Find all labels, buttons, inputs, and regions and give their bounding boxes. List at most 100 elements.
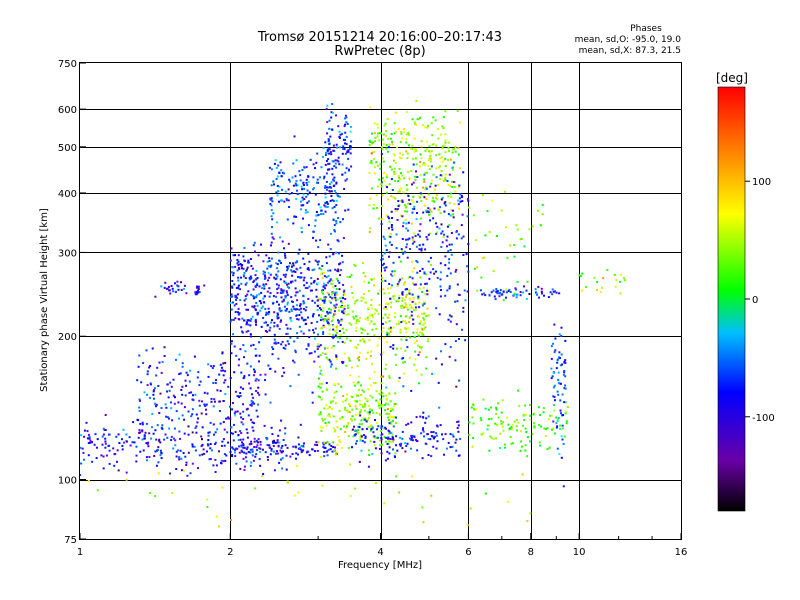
data-point bbox=[389, 235, 392, 238]
data-point bbox=[426, 126, 429, 129]
data-point bbox=[421, 333, 424, 336]
data-point bbox=[382, 327, 385, 329]
data-point bbox=[441, 147, 444, 150]
data-point bbox=[338, 439, 341, 442]
data-point bbox=[431, 372, 434, 375]
data-point bbox=[171, 419, 174, 422]
data-point bbox=[144, 431, 147, 434]
data-point bbox=[343, 425, 345, 428]
data-point bbox=[321, 309, 324, 312]
data-point bbox=[83, 435, 86, 438]
data-point bbox=[419, 161, 422, 164]
data-point bbox=[384, 306, 387, 308]
data-point bbox=[283, 371, 286, 374]
data-point bbox=[409, 298, 412, 301]
data-point bbox=[394, 452, 397, 455]
data-point bbox=[420, 432, 423, 435]
data-point bbox=[237, 433, 240, 436]
data-point bbox=[272, 450, 275, 453]
data-point bbox=[384, 409, 387, 412]
data-point bbox=[413, 150, 416, 153]
data-point bbox=[393, 122, 396, 125]
data-point bbox=[359, 414, 362, 417]
data-point bbox=[515, 425, 518, 428]
data-point bbox=[142, 449, 145, 452]
data-point bbox=[447, 195, 450, 198]
data-point bbox=[415, 245, 418, 248]
data-point bbox=[342, 400, 344, 403]
data-point bbox=[406, 306, 409, 309]
data-point bbox=[411, 199, 414, 202]
data-point bbox=[317, 355, 320, 358]
data-point bbox=[302, 300, 305, 303]
data-point bbox=[444, 204, 447, 207]
data-point bbox=[550, 367, 553, 370]
data-point bbox=[149, 382, 152, 385]
data-point bbox=[383, 336, 386, 339]
data-point bbox=[281, 240, 284, 243]
data-point bbox=[117, 469, 120, 472]
data-point bbox=[230, 308, 233, 311]
data-point bbox=[328, 443, 331, 446]
x-tick-label: 2 bbox=[227, 547, 233, 558]
data-point bbox=[320, 166, 323, 169]
data-point bbox=[345, 426, 348, 429]
data-point bbox=[340, 320, 343, 323]
data-point bbox=[143, 391, 146, 394]
data-point bbox=[132, 421, 135, 424]
data-point bbox=[398, 280, 401, 283]
data-point bbox=[223, 428, 226, 431]
data-point bbox=[402, 320, 405, 323]
data-point bbox=[443, 233, 446, 236]
data-point bbox=[369, 355, 372, 357]
data-point bbox=[524, 404, 527, 407]
data-point bbox=[405, 296, 407, 298]
data-point bbox=[417, 233, 420, 236]
data-point bbox=[316, 348, 319, 351]
data-point bbox=[381, 330, 384, 333]
data-point bbox=[337, 195, 340, 198]
data-point bbox=[237, 311, 239, 314]
data-point bbox=[461, 213, 464, 216]
data-point bbox=[268, 260, 271, 262]
data-point bbox=[318, 413, 321, 416]
data-point bbox=[145, 442, 148, 445]
data-point bbox=[444, 178, 447, 181]
data-point bbox=[401, 137, 404, 140]
data-point bbox=[495, 290, 498, 293]
data-point bbox=[322, 282, 325, 285]
data-point bbox=[295, 267, 298, 270]
data-point bbox=[263, 424, 266, 427]
data-point bbox=[214, 382, 217, 384]
data-point bbox=[187, 451, 190, 454]
data-point bbox=[295, 179, 298, 182]
data-point bbox=[170, 407, 173, 410]
data-point bbox=[165, 406, 168, 409]
data-point bbox=[219, 422, 222, 425]
data-point bbox=[435, 432, 438, 435]
data-point bbox=[380, 153, 383, 156]
data-point bbox=[443, 159, 446, 161]
data-point bbox=[378, 289, 381, 292]
data-point bbox=[159, 454, 162, 457]
data-point bbox=[317, 263, 319, 266]
data-point bbox=[390, 210, 393, 213]
data-point bbox=[415, 339, 418, 342]
data-point bbox=[426, 289, 429, 292]
data-point bbox=[291, 300, 294, 303]
data-point bbox=[283, 280, 286, 283]
data-point bbox=[408, 303, 411, 306]
data-point bbox=[338, 330, 341, 332]
data-point bbox=[263, 271, 266, 274]
data-point bbox=[307, 224, 310, 227]
data-point bbox=[457, 199, 460, 202]
data-point bbox=[319, 176, 321, 179]
data-point bbox=[344, 117, 347, 120]
data-point bbox=[255, 270, 258, 273]
data-point bbox=[203, 452, 206, 455]
data-point bbox=[232, 439, 235, 442]
data-point bbox=[278, 429, 281, 432]
data-point bbox=[247, 259, 250, 262]
data-point bbox=[395, 233, 398, 236]
data-point bbox=[430, 182, 433, 185]
